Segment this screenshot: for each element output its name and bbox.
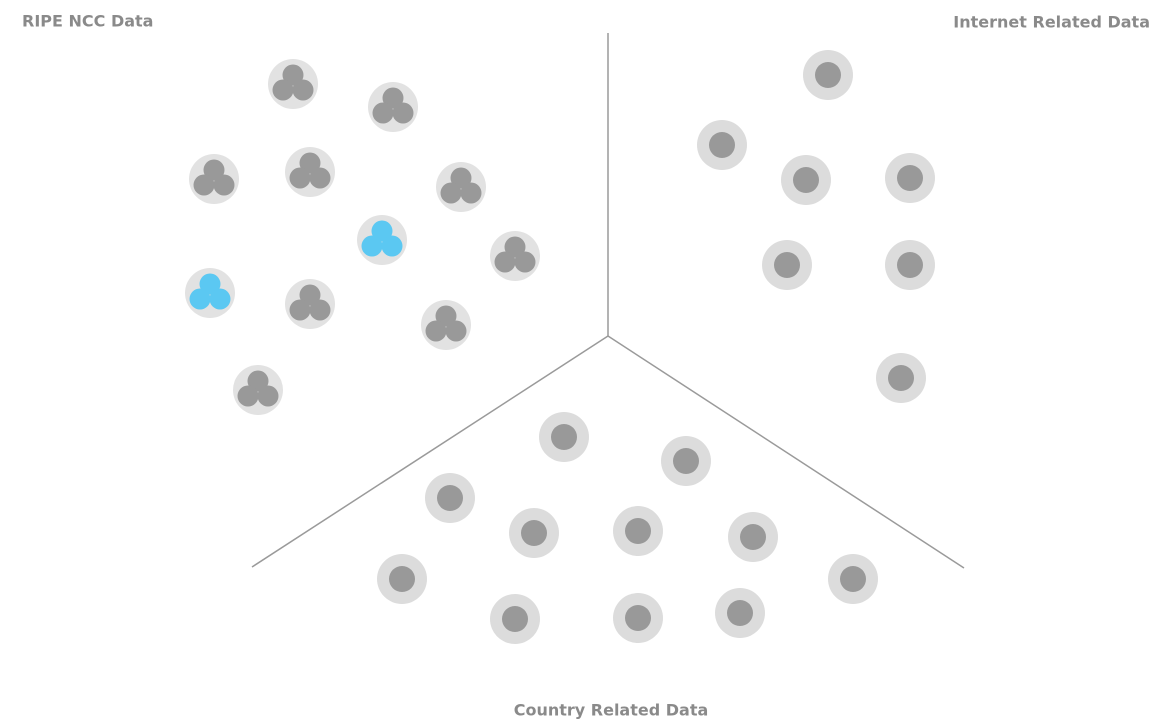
icon-blob <box>237 385 259 407</box>
icon-blob <box>189 288 211 310</box>
dividers <box>251 33 965 569</box>
icon-blob <box>289 167 311 189</box>
icon-dot <box>840 566 866 592</box>
dataset-icon <box>661 436 711 486</box>
icon-blob <box>199 273 221 295</box>
icon-dot <box>551 424 577 450</box>
icon-blob <box>371 220 393 242</box>
divider-line <box>607 335 965 569</box>
dataset-icon <box>490 594 540 644</box>
dataset-icon <box>613 593 663 643</box>
icon-blob <box>514 251 536 273</box>
dataset-icon <box>185 268 235 318</box>
icon-dot <box>389 566 415 592</box>
icon-dot <box>709 132 735 158</box>
icon-blob <box>361 235 383 257</box>
dataset-icon <box>697 120 747 170</box>
icon-dot <box>888 365 914 391</box>
dataset-icon <box>421 300 471 350</box>
icon-dot <box>740 524 766 550</box>
icon-blob <box>440 182 462 204</box>
section-label: RIPE NCC Data <box>22 12 153 31</box>
icon-blob <box>309 167 331 189</box>
section-label: Country Related Data <box>514 701 709 720</box>
icon-dot <box>793 167 819 193</box>
dataset-icon <box>285 147 335 197</box>
icon-dot <box>727 600 753 626</box>
dataset-icon <box>490 231 540 281</box>
icon-blob <box>504 236 526 258</box>
dataset-icon <box>189 154 239 204</box>
icon-blob <box>382 87 404 109</box>
icon-dot <box>774 252 800 278</box>
icon-blob <box>203 159 225 181</box>
divider-line <box>251 335 609 568</box>
icon-blob <box>299 284 321 306</box>
icon-dot <box>897 252 923 278</box>
icon-blob <box>309 299 331 321</box>
dataset-icon <box>233 365 283 415</box>
dataset-icon <box>509 508 559 558</box>
icon-dot <box>625 518 651 544</box>
dataset-icon <box>715 588 765 638</box>
icon-blob <box>381 235 403 257</box>
icon-blob <box>299 152 321 174</box>
dataset-icon <box>762 240 812 290</box>
dataset-icon <box>728 512 778 562</box>
dataset-icon <box>803 50 853 100</box>
icon-blob <box>460 182 482 204</box>
icon-blob <box>257 385 279 407</box>
dataset-icon <box>539 412 589 462</box>
dataset-icon <box>368 82 418 132</box>
icon-blob <box>213 174 235 196</box>
dataset-icon <box>613 506 663 556</box>
icon-dot <box>437 485 463 511</box>
icon-dot <box>897 165 923 191</box>
icon-blob <box>445 320 467 342</box>
icon-blob <box>193 174 215 196</box>
dataset-icon <box>285 279 335 329</box>
icon-blob <box>292 79 314 101</box>
dataset-icon <box>425 473 475 523</box>
dataset-icon <box>828 554 878 604</box>
dataset-icon <box>377 554 427 604</box>
dataset-icon <box>781 155 831 205</box>
icon-blob <box>372 102 394 124</box>
icon-blob <box>494 251 516 273</box>
icon-dot <box>625 605 651 631</box>
icon-blob <box>282 64 304 86</box>
dataset-icon <box>268 59 318 109</box>
dataset-icon <box>876 353 926 403</box>
dataset-icon <box>885 240 935 290</box>
icon-dot <box>521 520 547 546</box>
icon-blob <box>425 320 447 342</box>
dataset-icon <box>357 215 407 265</box>
icon-blob <box>209 288 231 310</box>
icon-dot <box>815 62 841 88</box>
icon-blob <box>289 299 311 321</box>
icon-dot <box>502 606 528 632</box>
icons <box>185 50 935 644</box>
dataset-icon <box>436 162 486 212</box>
section-label: Internet Related Data <box>953 13 1150 32</box>
icon-blob <box>272 79 294 101</box>
icon-blob <box>247 370 269 392</box>
icon-blob <box>435 305 457 327</box>
icon-blob <box>450 167 472 189</box>
icon-dot <box>673 448 699 474</box>
dataset-icon <box>885 153 935 203</box>
icon-blob <box>392 102 414 124</box>
